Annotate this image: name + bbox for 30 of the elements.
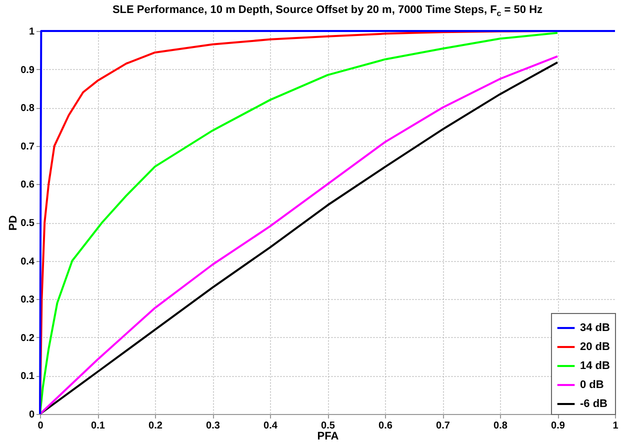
y-tick-label: 0.4 <box>20 256 35 268</box>
legend-label: 34 dB <box>580 322 610 334</box>
x-tick-label: 0.7 <box>436 420 450 432</box>
x-axis-title: PFA <box>317 430 339 442</box>
x-tick-label: 0 <box>38 420 44 432</box>
x-tick-label: 0.1 <box>91 420 106 432</box>
y-tick-label: 0 <box>28 410 35 420</box>
y-tick-label: 0.5 <box>20 218 35 229</box>
legend-label: -6 dB <box>580 398 608 410</box>
y-tick-label: 0.2 <box>20 332 35 344</box>
x-tick-label: 0.4 <box>264 420 278 432</box>
legend-label: 20 dB <box>580 341 610 353</box>
x-tick-label: 0.2 <box>148 420 163 432</box>
y-tick-label: 0.1 <box>20 371 35 382</box>
y-tick-label: 0.9 <box>20 64 35 76</box>
x-tick-label: 0.8 <box>494 420 508 432</box>
y-axis-title: PD <box>8 215 20 231</box>
legend-label: 14 dB <box>580 360 610 372</box>
x-tick-label: 0.5 <box>321 420 336 432</box>
y-tick-label: 0.6 <box>20 180 35 191</box>
chart-title: SLE Performance, 10 m Depth, Source Offset by 20 m, 7000 Time Steps, F$_{c}$ = 50 Hz <box>111 4 544 18</box>
x-tick-label: 0.6 <box>378 420 393 432</box>
x-tick-label: 0.9 <box>551 420 566 432</box>
y-tick-label: 0.7 <box>20 141 35 152</box>
x-tick-label: 1 <box>612 420 619 432</box>
y-tick-label: 1 <box>28 26 35 38</box>
y-tick-label: 0.8 <box>20 103 35 114</box>
x-tick-label: 0.3 <box>206 420 220 432</box>
y-tick-label: 0.3 <box>20 294 35 306</box>
legend-label: 0 dB <box>580 379 604 391</box>
